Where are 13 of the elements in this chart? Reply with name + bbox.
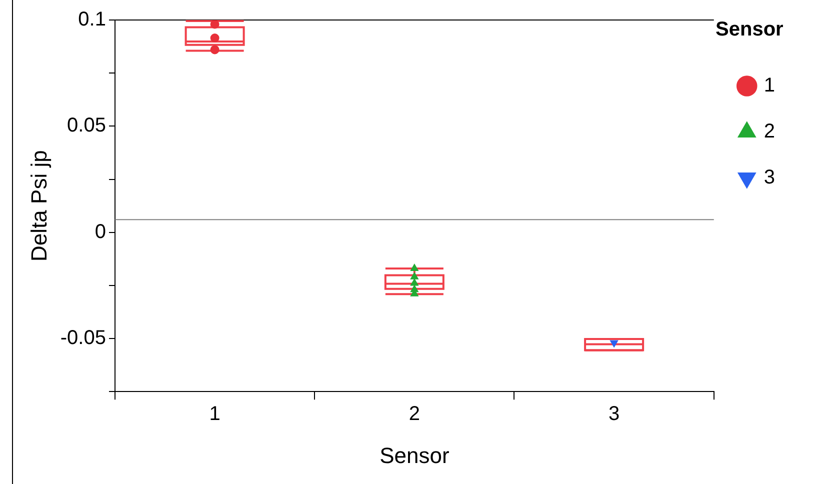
y-tick-label: 0.05 [67, 114, 106, 137]
y-tick-label: 0 [94, 220, 106, 243]
legend-label: 1 [764, 74, 775, 97]
x-axis-title: Sensor [380, 442, 450, 468]
y-tick-label: -0.05 [60, 327, 106, 350]
x-tick-label: 3 [608, 403, 620, 426]
legend-label: 3 [764, 166, 775, 189]
x-tick-label: 1 [209, 403, 220, 426]
legend-title: Sensor [716, 18, 784, 41]
x-tick-label: 2 [408, 403, 420, 426]
legend-label: 2 [764, 120, 775, 143]
y-axis-title: Delta Psi jp [26, 150, 52, 262]
y-tick-label: 0.1 [78, 8, 106, 31]
